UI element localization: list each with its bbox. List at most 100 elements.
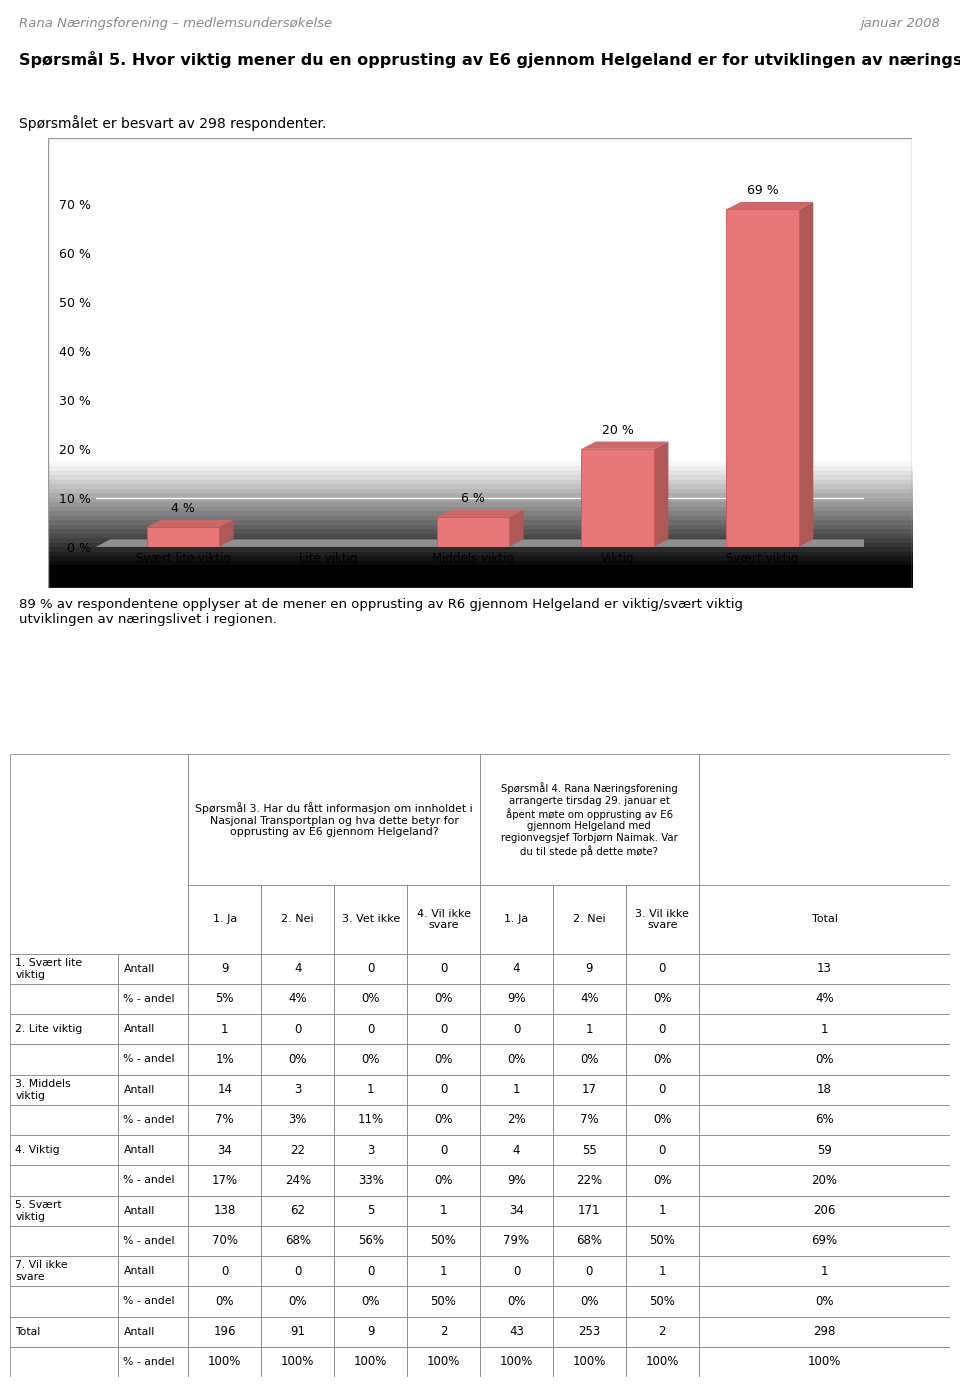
Bar (699, 1074, 950, 1104)
Bar (626, 1196, 699, 1226)
Text: 18: 18 (817, 1084, 832, 1096)
Text: 13: 13 (817, 962, 832, 976)
Bar (261, 886, 334, 954)
Text: 69 %: 69 % (747, 184, 779, 197)
Bar (626, 1165, 699, 1196)
Text: 0: 0 (440, 1084, 447, 1096)
Text: 253: 253 (578, 1326, 601, 1338)
Bar (699, 886, 950, 954)
Bar (188, 984, 261, 1014)
Bar (699, 1045, 950, 1074)
Bar (626, 1014, 699, 1045)
Text: % - andel: % - andel (124, 994, 175, 1003)
Bar (188, 1286, 261, 1316)
Bar (334, 1014, 407, 1045)
Text: 0%: 0% (434, 1053, 453, 1066)
Bar (334, 1165, 407, 1196)
Bar (626, 984, 699, 1014)
Text: 0%: 0% (216, 1295, 234, 1308)
Bar (407, 1045, 480, 1074)
Bar (261, 1316, 334, 1347)
Bar (118, 1347, 188, 1377)
Bar (727, 209, 799, 547)
Polygon shape (96, 540, 878, 547)
Bar (480, 1226, 553, 1257)
Text: 0%: 0% (653, 1174, 672, 1187)
Text: 6 %: 6 % (461, 493, 485, 505)
Bar (407, 1316, 480, 1347)
Bar (261, 1286, 334, 1316)
Bar (118, 984, 188, 1014)
Text: 0%: 0% (361, 1053, 380, 1066)
Text: 7%: 7% (215, 1114, 234, 1127)
Text: 20%: 20% (811, 1174, 837, 1187)
Text: 0: 0 (440, 1023, 447, 1035)
Bar (261, 954, 334, 984)
Text: Rana Næringsforening – medlemsundersøkelse: Rana Næringsforening – medlemsundersøkel… (19, 18, 332, 30)
Bar (480, 1014, 553, 1045)
Bar (553, 1104, 626, 1135)
Text: 1: 1 (440, 1265, 447, 1277)
Bar (261, 1074, 334, 1104)
Bar (407, 1226, 480, 1257)
Bar (626, 1257, 699, 1286)
Bar (553, 954, 626, 984)
Bar (407, 1257, 480, 1286)
Text: 0: 0 (513, 1023, 520, 1035)
Bar (626, 954, 699, 984)
Bar (407, 1074, 480, 1104)
Text: 0%: 0% (434, 1174, 453, 1187)
Bar (480, 754, 699, 886)
Text: 100%: 100% (645, 1355, 679, 1369)
Bar (553, 1286, 626, 1316)
Text: 100%: 100% (354, 1355, 387, 1369)
Text: Total: Total (811, 915, 837, 925)
Text: 9: 9 (221, 962, 228, 976)
Bar (626, 886, 699, 954)
Bar (480, 1104, 553, 1135)
Bar (480, 1316, 553, 1347)
Text: 1: 1 (586, 1023, 593, 1035)
Text: 0: 0 (659, 1084, 666, 1096)
Text: 5: 5 (367, 1204, 374, 1217)
Text: 9: 9 (367, 1326, 374, 1338)
Bar (188, 1257, 261, 1286)
Text: 3. Vet ikke: 3. Vet ikke (342, 915, 399, 925)
Text: 0: 0 (221, 1265, 228, 1277)
Text: 62: 62 (290, 1204, 305, 1217)
Bar (407, 1104, 480, 1135)
Text: Antall: Antall (124, 1085, 155, 1095)
Bar (118, 1165, 188, 1196)
Text: 1: 1 (821, 1265, 828, 1277)
Text: % - andel: % - andel (124, 1055, 175, 1064)
Text: 3. Vil ikke
svare: 3. Vil ikke svare (636, 908, 689, 930)
Bar (334, 1104, 407, 1135)
Text: 2. Lite viktig: 2. Lite viktig (15, 1024, 83, 1034)
Text: 0: 0 (586, 1265, 593, 1277)
Bar (699, 1135, 950, 1165)
Bar (553, 1316, 626, 1347)
Bar (334, 1226, 407, 1257)
Text: 55: 55 (582, 1143, 597, 1157)
Bar (334, 886, 407, 954)
Text: 0%: 0% (434, 992, 453, 1005)
Bar (261, 1347, 334, 1377)
Bar (407, 1286, 480, 1316)
Text: 9: 9 (586, 962, 593, 976)
Bar (626, 1226, 699, 1257)
Text: 0: 0 (659, 1143, 666, 1157)
Bar (118, 1226, 188, 1257)
Bar (407, 1014, 480, 1045)
Bar (407, 954, 480, 984)
Bar (699, 754, 950, 954)
Bar (261, 1104, 334, 1135)
Text: 3: 3 (294, 1084, 301, 1096)
Text: 2. Nei: 2. Nei (281, 915, 314, 925)
Text: 50%: 50% (649, 1235, 675, 1247)
Text: 22: 22 (290, 1143, 305, 1157)
Bar (407, 886, 480, 954)
Polygon shape (727, 202, 813, 209)
Text: 1. Ja: 1. Ja (504, 915, 529, 925)
Bar (334, 1347, 407, 1377)
Bar (188, 1196, 261, 1226)
